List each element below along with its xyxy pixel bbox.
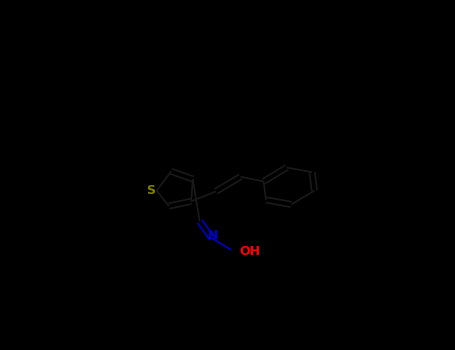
Text: OH: OH (239, 245, 260, 258)
Text: N: N (208, 229, 219, 242)
Text: S: S (146, 184, 155, 197)
